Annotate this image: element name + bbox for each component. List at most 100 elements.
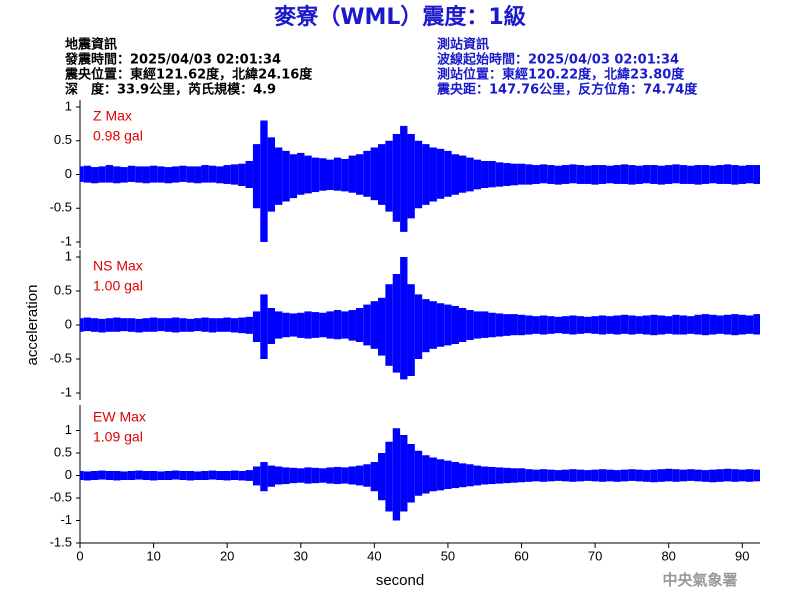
trace-segment (569, 469, 577, 482)
trace-segment (105, 318, 114, 332)
trace-segment (429, 147, 437, 202)
event-line: 深 度：33.9公里，芮氏規模：4.9 (65, 82, 276, 98)
trace-segment (282, 312, 290, 338)
trace-segment (635, 165, 643, 184)
trace-segment (709, 314, 717, 335)
trace-segment (444, 150, 452, 197)
trace-segment (606, 469, 614, 482)
trace-segment (179, 318, 187, 332)
trace-segment (252, 466, 261, 486)
trace-segment (208, 318, 217, 333)
trace-segment (157, 318, 165, 332)
trace-segment (171, 166, 180, 183)
trace-segment (370, 301, 379, 349)
trace-segment (149, 471, 158, 481)
trace-segment (679, 469, 688, 482)
max-label: 1.09 gal (93, 429, 143, 445)
trace-segment (83, 471, 92, 481)
trace-segment (547, 469, 555, 482)
trace-segment (635, 469, 643, 482)
trace-segment (238, 471, 246, 481)
trace-segment (208, 470, 217, 480)
trace-segment (91, 318, 99, 332)
trace-segment (451, 462, 459, 489)
trace-segment (701, 165, 710, 184)
trace-segment (157, 471, 165, 480)
trace-segment (731, 469, 739, 482)
trace-segment (569, 315, 577, 335)
trace-segment (120, 471, 128, 480)
trace-segment (392, 428, 401, 521)
x-tick-label: 20 (220, 548, 234, 563)
y-tick-label: 0.5 (54, 282, 72, 297)
trace-segment (495, 313, 504, 337)
trace-segment (694, 165, 702, 185)
trace-segment (745, 469, 754, 482)
trace-segment (642, 315, 651, 335)
trace-segment (473, 159, 482, 190)
trace-segment (407, 444, 415, 503)
event-line: 震央位置：東經121.62度，北緯24.16度 (64, 67, 313, 83)
trace-segment (164, 318, 172, 332)
trace-segment (378, 144, 386, 205)
trace-segment (532, 469, 540, 482)
trace-segment (481, 466, 489, 485)
trace-segment (554, 470, 562, 481)
trace-segment (142, 166, 150, 184)
trace-segment (525, 315, 533, 335)
trace-segment (436, 148, 445, 199)
x-axis-label: second (376, 572, 424, 589)
trace-segment (731, 314, 739, 336)
trace-segment (267, 137, 276, 212)
trace-segment (260, 294, 268, 359)
y-tick-label: 1 (65, 422, 72, 437)
trace-segment (201, 471, 209, 480)
trace-segment (503, 467, 511, 484)
trace-segment (80, 471, 84, 480)
trace-segment (679, 165, 688, 184)
trace-segment (591, 316, 599, 334)
trace-segment (333, 310, 342, 340)
trace-segment (716, 315, 724, 334)
y-tick-label: -0.5 (50, 350, 72, 365)
trace-segment (341, 158, 349, 192)
trace-segment (223, 165, 231, 184)
trace-segment (171, 317, 180, 333)
trace-segment (436, 303, 445, 347)
trace-segment (642, 165, 651, 184)
trace-segment (113, 166, 121, 184)
trace-segment (157, 166, 165, 183)
trace-segment (598, 469, 607, 482)
trace-segment (576, 469, 585, 482)
trace-segment (481, 161, 489, 188)
trace-segment (378, 297, 386, 356)
trace-segment (753, 314, 760, 335)
trace-segment (230, 164, 239, 185)
trace-segment (149, 165, 158, 183)
trace-segment (687, 316, 695, 334)
trace-segment (561, 469, 570, 482)
station-line: 震央距：147.76公里，反方位角：74.74度 (436, 82, 698, 98)
y-tick-label: 1 (65, 98, 72, 113)
event-line: 發震時間：2025/04/03 02:01:34 (64, 52, 281, 68)
trace-segment (503, 163, 511, 186)
x-tick-label: 70 (588, 548, 602, 563)
trace-segment (186, 318, 195, 332)
trace-segment (723, 164, 732, 184)
trace-segment (738, 165, 746, 184)
trace-segment (414, 140, 423, 209)
trace-segment (149, 317, 158, 332)
trace-segment (135, 318, 143, 333)
trace-segment (83, 165, 92, 183)
trace-segment (510, 468, 518, 483)
station-heading: 測站資訊 (437, 37, 489, 53)
trace-segment (569, 164, 577, 184)
trace-segment (333, 466, 342, 485)
trace-segment (319, 312, 327, 338)
trace-segment (679, 315, 688, 335)
trace-segment (458, 308, 467, 342)
trace-segment (436, 459, 445, 491)
trace-segment (753, 165, 760, 184)
trace-segment (576, 316, 585, 334)
trace-segment (510, 163, 518, 186)
